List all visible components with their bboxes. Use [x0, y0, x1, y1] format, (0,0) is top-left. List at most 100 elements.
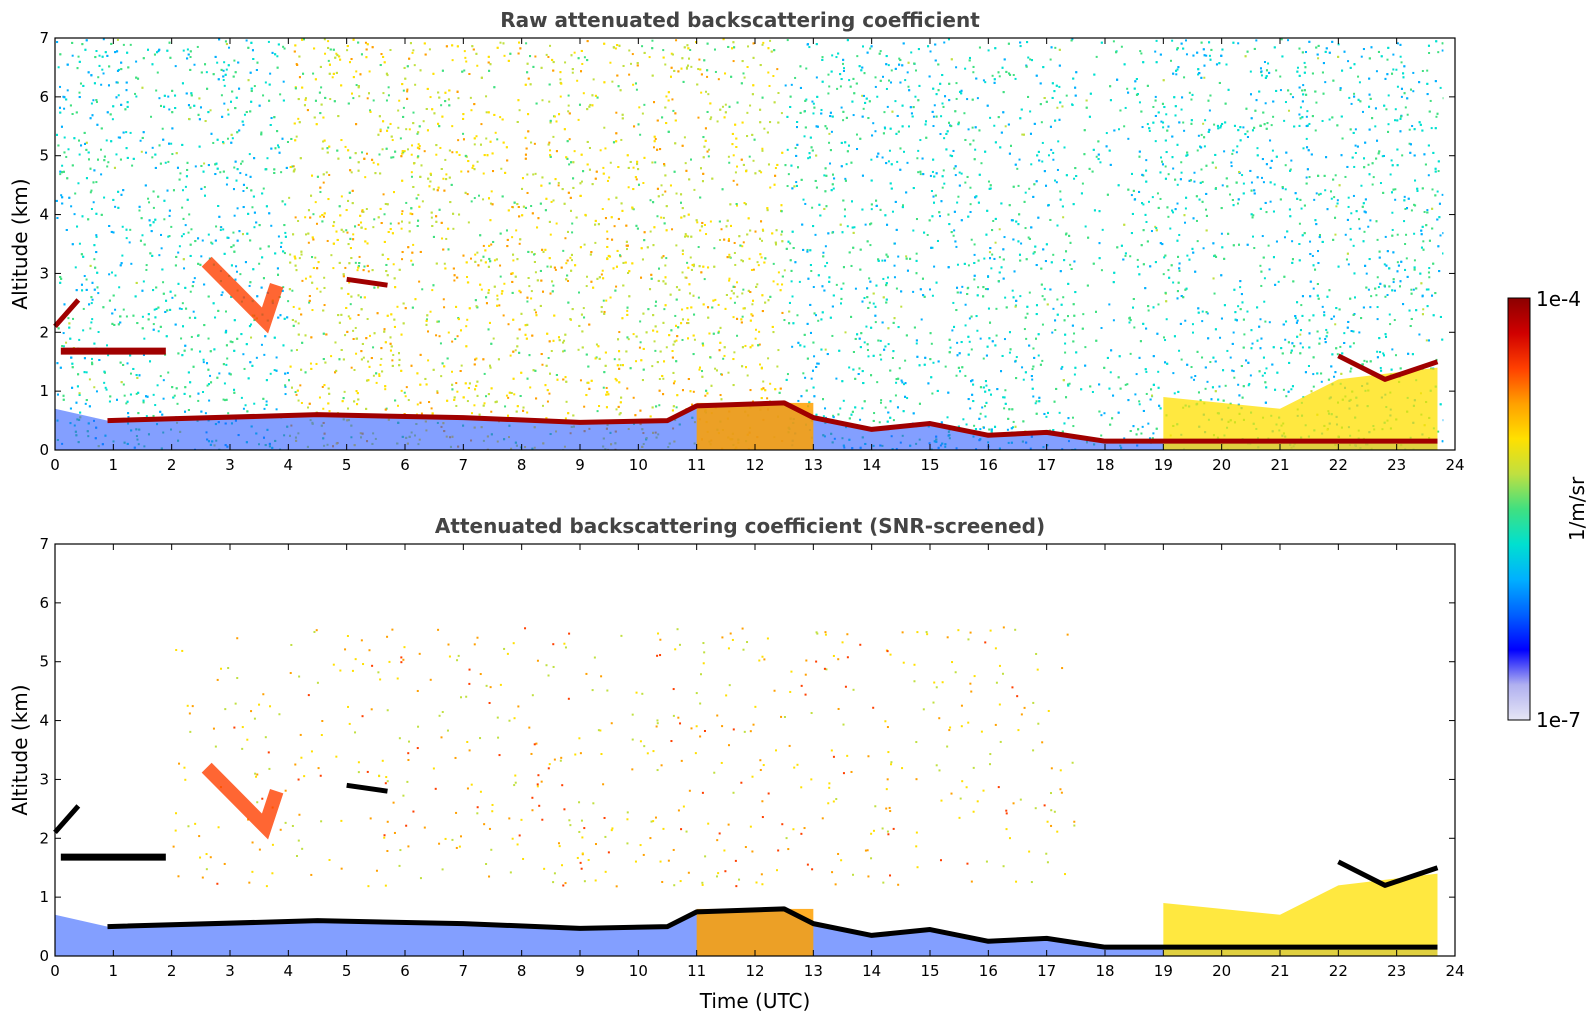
- x-tick-label: 19: [1154, 962, 1173, 980]
- x-tick-label: 12: [745, 456, 764, 474]
- y-tick-label: 6: [39, 88, 49, 106]
- x-tick-label: 2: [167, 456, 177, 474]
- y-tick-label: 1: [39, 382, 49, 400]
- x-tick-label: 3: [225, 962, 235, 980]
- mid-level-cloud: [346, 276, 388, 288]
- y-tick-label: 3: [39, 770, 49, 788]
- elevated-aerosol-layer: [53, 298, 81, 329]
- x-tick-label: 16: [979, 456, 998, 474]
- screened-heatmap: [53, 626, 1439, 956]
- x-tick-label: 0: [50, 962, 60, 980]
- raw-y-axis-label: Altitude (km): [8, 178, 32, 309]
- x-tick-label: 19: [1154, 456, 1173, 474]
- x-tick-label: 21: [1270, 962, 1289, 980]
- x-tick-label: 4: [284, 456, 294, 474]
- screened-axis-ticks: 0 1 2 3 4 5 6 7 8 9 10 11 12 13 14 15 16 17 18 19 20 21 22 23 24…: [39, 535, 1464, 980]
- x-tick-label: 15: [920, 962, 939, 980]
- x-tick-label: 1: [109, 456, 119, 474]
- x-tick-label: 11: [687, 962, 706, 980]
- x-tick-label: 20: [1212, 456, 1231, 474]
- aerosol-plume: [201, 256, 284, 334]
- x-tick-label: 15: [920, 456, 939, 474]
- y-tick-label: 4: [39, 712, 49, 730]
- y-tick-label: 1: [39, 888, 49, 906]
- y-tick-label: 2: [39, 323, 49, 341]
- x-tick-label: 2: [167, 962, 177, 980]
- raw-heatmap: [53, 38, 1444, 450]
- x-tick-label: 9: [575, 456, 585, 474]
- y-tick-label: 5: [39, 653, 49, 671]
- x-tick-label: 10: [629, 962, 648, 980]
- raw-axis-ticks: 0 1 2 3 4 5 6 7 8 9 10 11 12 13 14 15 16 17 18 19 20 21 22 23 24…: [39, 29, 1464, 474]
- x-tick-label: 16: [979, 962, 998, 980]
- x-tick-label: 1: [109, 962, 119, 980]
- aerosol-plume: [201, 762, 284, 840]
- evening-mixed-layer: [1163, 367, 1438, 450]
- x-tick-label: 6: [400, 456, 410, 474]
- x-tick-label: 9: [575, 962, 585, 980]
- y-tick-label: 7: [39, 535, 49, 553]
- x-tick-label: 5: [342, 456, 352, 474]
- x-tick-label: 14: [862, 962, 881, 980]
- raw-plot-frame: [54, 37, 1456, 451]
- screened-panel-title: Attenuated backscattering coefficient (S…: [435, 514, 1045, 538]
- x-axis-label: Time (UTC): [699, 989, 811, 1013]
- x-tick-label: 8: [517, 962, 527, 980]
- x-tick-label: 6: [400, 962, 410, 980]
- y-tick-label: 0: [39, 441, 49, 459]
- x-tick-label: 7: [459, 962, 469, 980]
- x-tick-label: 0: [50, 456, 60, 474]
- colorbar-unit-label: 1/m/sr: [1565, 476, 1589, 541]
- elevated-aerosol-layer: [53, 804, 81, 835]
- x-tick-label: 3: [225, 456, 235, 474]
- x-tick-label: 12: [745, 962, 764, 980]
- x-tick-label: 13: [804, 456, 823, 474]
- x-tick-label: 13: [804, 962, 823, 980]
- y-tick-label: 0: [39, 947, 49, 965]
- raw-panel-title: Raw attenuated backscattering coefficien…: [500, 8, 980, 32]
- x-tick-label: 24: [1445, 456, 1464, 474]
- evening-cloud-layer: [1337, 859, 1439, 888]
- x-tick-label: 23: [1387, 962, 1406, 980]
- y-tick-label: 3: [39, 264, 49, 282]
- x-tick-label: 18: [1095, 456, 1114, 474]
- x-tick-label: 18: [1095, 962, 1114, 980]
- colorbar: 1e-4 1e-7 1/m/sr: [1507, 287, 1589, 732]
- x-tick-label: 24: [1445, 962, 1464, 980]
- x-tick-label: 4: [284, 962, 294, 980]
- mid-level-cloud: [346, 782, 388, 794]
- raw-backscatter-panel: Raw attenuated backscattering coefficien…: [8, 8, 1465, 474]
- colorbar-min-label: 1e-7: [1536, 708, 1581, 732]
- daytime-mixed-layer: [696, 908, 814, 956]
- evening-cloud-layer: [1337, 353, 1439, 382]
- noise-field: [55, 626, 1438, 956]
- screened-backscatter-panel: Attenuated backscattering coefficient (S…: [8, 514, 1465, 1013]
- daytime-mixed-layer: [696, 402, 814, 450]
- noise-field: [55, 38, 1444, 450]
- x-tick-label: 23: [1387, 456, 1406, 474]
- y-tick-label: 5: [39, 147, 49, 165]
- screened-y-axis-label: Altitude (km): [8, 684, 32, 815]
- screened-plot-frame: [54, 543, 1456, 957]
- x-tick-label: 17: [1037, 962, 1056, 980]
- x-tick-label: 22: [1329, 962, 1348, 980]
- y-tick-label: 6: [39, 594, 49, 612]
- x-tick-label: 10: [629, 456, 648, 474]
- boundary-layer-top-line: [107, 400, 1438, 444]
- x-tick-label: 5: [342, 962, 352, 980]
- x-tick-label: 20: [1212, 962, 1231, 980]
- boundary-layer-top-line: [107, 906, 1438, 950]
- x-tick-label: 7: [459, 456, 469, 474]
- x-tick-label: 21: [1270, 456, 1289, 474]
- x-tick-label: 17: [1037, 456, 1056, 474]
- colorbar-max-label: 1e-4: [1536, 287, 1581, 311]
- x-tick-label: 11: [687, 456, 706, 474]
- y-tick-label: 4: [39, 206, 49, 224]
- y-tick-label: 7: [39, 29, 49, 47]
- y-tick-label: 2: [39, 829, 49, 847]
- colorbar-gradient: [1507, 297, 1531, 721]
- x-tick-label: 14: [862, 456, 881, 474]
- x-tick-label: 8: [517, 456, 527, 474]
- x-tick-label: 22: [1329, 456, 1348, 474]
